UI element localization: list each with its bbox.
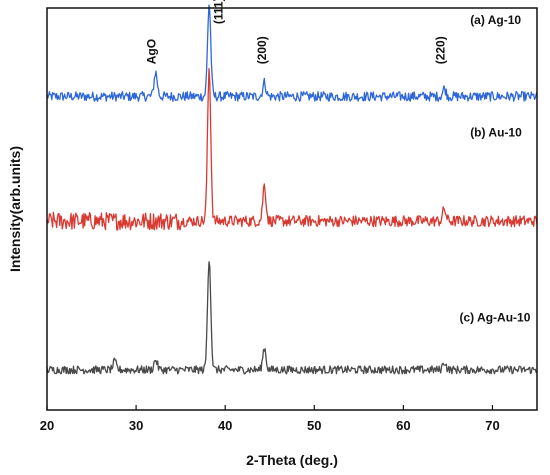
- series-label: (c) Ag-Au-10: [460, 311, 531, 325]
- plot-frame: [46, 7, 538, 411]
- series-label: (a) Ag-10: [470, 13, 521, 27]
- series-line: [46, 261, 538, 375]
- peak-label: (200): [255, 36, 269, 64]
- x-axis-title: 2-Theta (deg.): [246, 452, 338, 468]
- x-tick-label: 30: [129, 418, 143, 433]
- x-tick-label: 60: [396, 418, 410, 433]
- y-axis-title: Intensity(arb.units): [7, 146, 23, 272]
- annotations: AgO (111) (200) (220) (a) Ag-10 (b) Au-10 (c) …: [145, 0, 531, 325]
- series-label: (b) Au-10: [470, 126, 522, 140]
- peak-label: (111): [212, 0, 226, 24]
- x-tick-label: 40: [218, 418, 232, 433]
- series-line: [46, 4, 538, 102]
- peak-label: AgO: [145, 39, 159, 64]
- peak-label: (220): [433, 36, 447, 64]
- x-tick-label: 70: [485, 418, 499, 433]
- x-tick-label: 20: [40, 418, 54, 433]
- series-line: [46, 68, 538, 231]
- axes: 2-Theta (deg.) Intensity(arb.units) 20 30…: [7, 7, 538, 468]
- x-tick-label: 50: [307, 418, 321, 433]
- plot-area: [46, 4, 538, 375]
